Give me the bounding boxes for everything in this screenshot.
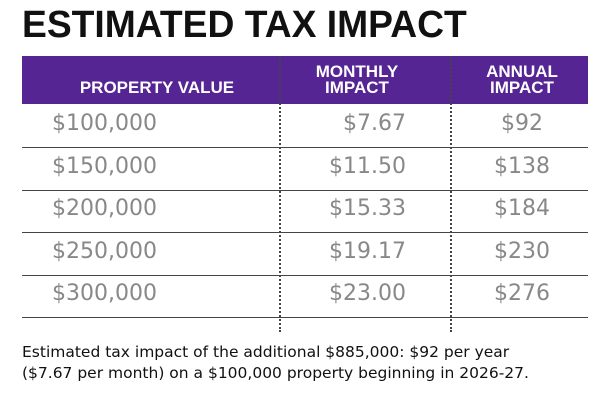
footnote-line: Estimated tax impact of the additional $… <box>22 343 510 361</box>
table-row: $300,000 $23.00 $276 <box>22 275 588 318</box>
header-property-value: PROPERTY VALUE <box>79 78 235 97</box>
annual-impact-cell: $92 <box>501 111 543 136</box>
footnote: Estimated tax impact of the additional $… <box>22 342 529 384</box>
column-divider <box>450 56 452 332</box>
table-row: $100,000 $7.67 $92 <box>22 105 588 148</box>
property-value-cell: $250,000 <box>52 239 157 264</box>
monthly-impact-cell: $15.33 <box>329 196 406 221</box>
footnote-line: ($7.67 per month) on a $100,000 property… <box>22 364 529 382</box>
property-value-cell: $200,000 <box>52 196 157 221</box>
property-value-cell: $100,000 <box>52 111 157 136</box>
property-value-cell: $150,000 <box>52 154 157 179</box>
table-row: $250,000 $19.17 $230 <box>22 233 588 276</box>
table-header: PROPERTY VALUE MONTHLY IMPACT ANNUAL IMP… <box>22 56 588 104</box>
property-value-cell: $300,000 <box>52 281 157 306</box>
monthly-impact-cell: $7.67 <box>343 111 406 136</box>
header-monthly-impact: MONTHLY IMPACT <box>315 62 399 97</box>
annual-impact-cell: $138 <box>494 154 550 179</box>
annual-impact-cell: $184 <box>494 196 550 221</box>
table-row: $150,000 $11.50 $138 <box>22 148 588 191</box>
header-annual-impact: ANNUAL IMPACT <box>486 62 558 97</box>
monthly-impact-cell: $23.00 <box>329 281 406 306</box>
table-row: $200,000 $15.33 $184 <box>22 190 588 233</box>
annual-impact-cell: $230 <box>494 239 550 264</box>
column-divider <box>279 56 281 332</box>
page-title: ESTIMATED TAX IMPACT <box>22 4 467 46</box>
monthly-impact-cell: $11.50 <box>329 154 406 179</box>
monthly-impact-cell: $19.17 <box>329 239 406 264</box>
annual-impact-cell: $276 <box>494 281 550 306</box>
